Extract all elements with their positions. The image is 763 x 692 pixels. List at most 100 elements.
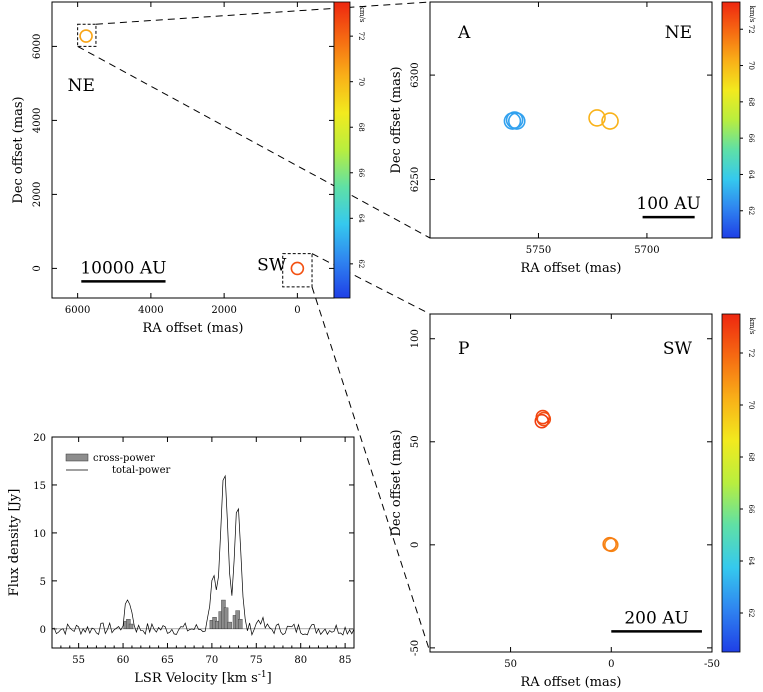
connector-line [311,286,431,653]
colorbar-tick-label: 68 [747,97,755,106]
y-tick-label: 6300 [410,62,421,87]
x-axis-label: RA offset (mas) [521,261,622,276]
maser-spot [602,536,617,552]
legend-swatch-bar [65,453,89,462]
x-tick-label: 5700 [634,245,659,256]
panel-letter: P [458,339,469,359]
cross-power-bar [227,621,232,630]
colorbar-tick-label: 64 [357,214,365,223]
y-tick-label: 10 [33,529,46,540]
colorbar-unit: km/s [748,318,756,335]
zoom-connectors [77,1,431,653]
x-tick-label: 55 [72,655,85,666]
y-axis-label: Flux density [Jy] [7,489,22,597]
plot-frame [429,313,713,653]
maser-spot [536,411,552,427]
legend-label: total-power [112,465,170,476]
y-axis-label: Dec offset (mas) [11,96,26,203]
y-tick-label: -50 [410,640,421,656]
colorbar-tick-label: 66 [357,168,365,177]
y-tick-label: 4000 [32,108,43,133]
y-axis-label: Dec offset (mas) [389,429,404,536]
x-axis-label-sup: -1 [258,670,267,680]
connector-line [95,1,431,25]
maser-spot [507,112,526,130]
connector-line [311,253,431,315]
colorbar-tick-label: 66 [747,134,755,143]
region-label: SW [257,255,287,275]
x-tick-label: 0 [294,305,300,316]
x-tick-label: 6000 [65,305,90,316]
region-label: NE [68,76,95,96]
colorbar-tick-label: 64 [747,170,755,179]
y-tick-label: 6000 [32,34,43,59]
x-axis-label: RA offset (mas) [521,675,622,690]
maser-spot [290,261,305,276]
x-tick-label: 60 [117,655,130,666]
colorbar-tick-label: 66 [747,505,755,514]
y-tick-label: 15 [33,481,46,492]
y-tick-label: 6250 [410,167,421,192]
plot-frame [429,1,713,239]
colorbar-tick-label: 64 [747,557,755,566]
colorbar [333,1,351,299]
y-tick-label: 100 [410,329,421,348]
x-tick-label: 85 [339,655,352,666]
panel-region: NE [665,23,692,43]
y-tick-label: 5 [40,577,46,588]
y-tick-label: 0 [40,625,46,636]
x-axis-label: LSR Velocity [km s-1] [134,670,271,686]
y-tick-label: 50 [410,435,421,448]
x-axis-label-end: ] [267,671,272,686]
cross-power-bar [223,607,229,630]
x-tick-label: 80 [294,655,307,666]
legend-label: cross-power [93,453,155,464]
y-tick-label: 0 [410,542,421,548]
plot-frame [51,436,355,649]
panel-region: SW [663,339,693,359]
y-tick-label: 2000 [32,182,43,207]
cross-power-bar [128,623,134,630]
y-tick-label: 20 [33,433,46,444]
x-tick-label: 2000 [211,305,236,316]
colorbar-tick-label: 72 [747,25,755,34]
x-tick-label: 5750 [526,245,551,256]
y-tick-label: 0 [32,265,43,271]
cross-power-bar [238,619,243,630]
colorbar-unit: km/s [748,6,756,23]
panel-p: 50 0 -50 -50 0 50 100 RA offset (mas) Dec offset… [389,313,756,690]
colorbar-tick-label: 68 [747,453,755,462]
colorbar-tick-label: 70 [747,401,755,410]
x-axis-label-text: LSR Velocity [km s [134,671,258,686]
x-tick-label: 50 [504,659,517,670]
colorbar-tick-label: 62 [747,609,755,618]
maser-spot [588,109,606,127]
scale-bar-label: 10000 AU [80,258,166,278]
colorbar [721,1,741,239]
colorbar-tick-label: 68 [357,123,365,132]
x-tick-label: 0 [608,659,614,670]
x-tick-label: -50 [704,659,720,670]
maser-spot [79,29,93,43]
overview-panel: 6000 4000 2000 0 0 2000 4000 6000 RA offset (mas… [11,1,366,336]
x-axis-label: RA offset (mas) [143,321,244,336]
colorbar [721,313,741,653]
scale-bar-label: 200 AU [624,608,688,628]
spectrum-panel: 55 60 65 70 75 80 85 0 5 10 15 20 cross-powertotal-p… [7,433,355,686]
x-tick-label: 65 [161,655,174,666]
scale-bar-label: 100 AU [636,194,700,214]
colorbar-tick-label: 72 [357,32,365,41]
colorbar-tick-label: 72 [747,349,755,358]
panel-a: 5750 5700 6250 6300 RA offset (mas) Dec offse… [389,1,756,276]
x-tick-label: 4000 [138,305,163,316]
colorbar-tick-label: 70 [747,61,755,70]
colorbar-unit: km/s [358,6,366,23]
maser-spot [534,413,550,429]
colorbar-tick-label: 62 [357,259,365,268]
maser-spot [601,112,619,130]
connector-line [77,45,431,239]
zoom-box [282,253,313,288]
x-tick-label: 70 [206,655,219,666]
y-axis-label: Dec offset (mas) [389,66,404,173]
